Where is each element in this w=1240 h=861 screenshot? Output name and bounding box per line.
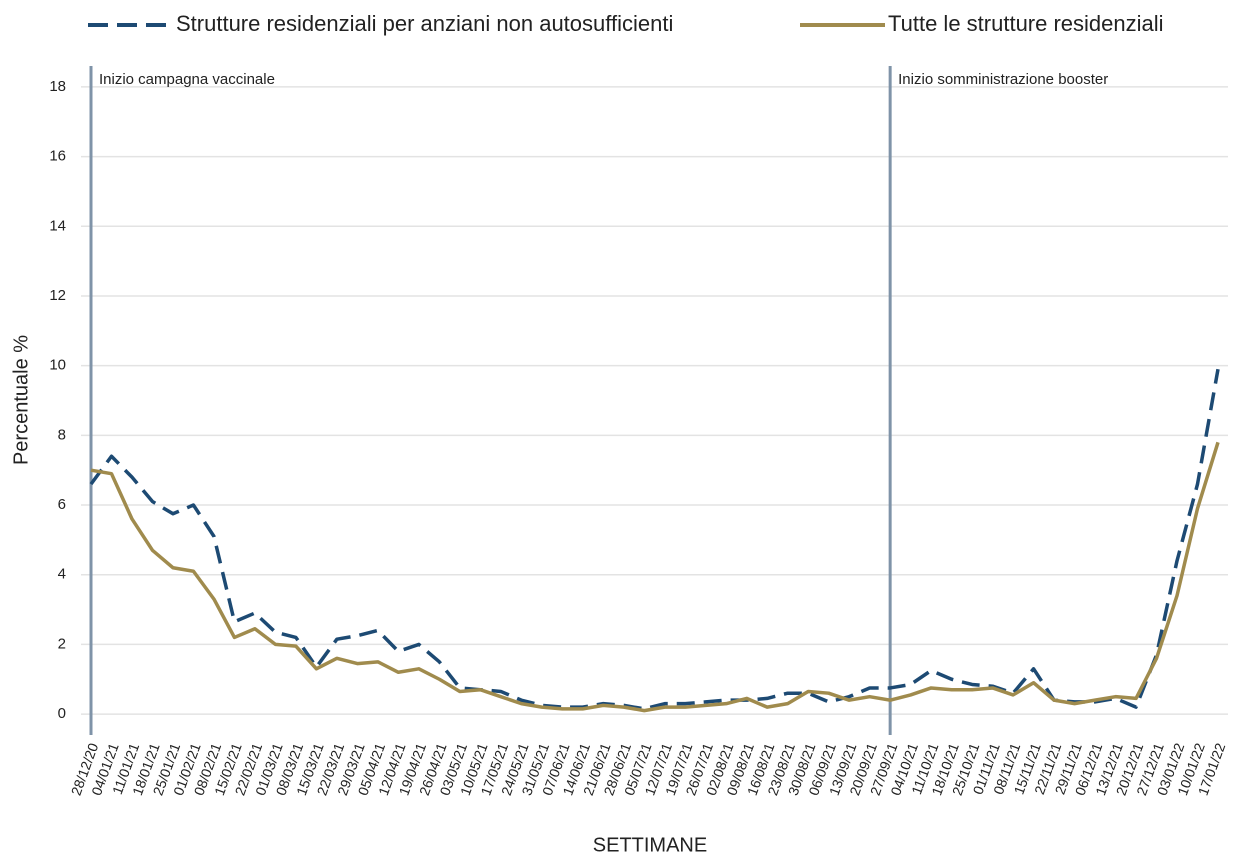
y-tick-label: 4 xyxy=(58,566,66,583)
series-line xyxy=(90,441,1220,713)
legend-label: Tutte le strutture residenziali xyxy=(888,11,1164,36)
y-tick-label: 6 xyxy=(58,496,66,513)
annotation: Inizio somministrazione booster xyxy=(898,71,1108,88)
series-line xyxy=(89,368,1220,711)
y-tick-label: 2 xyxy=(58,635,66,652)
y-tick-label: 8 xyxy=(58,426,66,443)
annotation: Inizio campagna vaccinale xyxy=(99,71,275,88)
y-tick-label: 0 xyxy=(58,705,66,722)
y-tick-label: 10 xyxy=(49,357,66,374)
y-axis-label: Percentuale % xyxy=(10,335,32,465)
y-tick-label: 16 xyxy=(49,148,66,165)
y-tick-label: 18 xyxy=(49,78,66,95)
y-tick-label: 14 xyxy=(49,217,66,234)
legend-label: Strutture residenziali per anziani non a… xyxy=(176,11,673,36)
y-tick-label: 12 xyxy=(49,287,66,304)
x-axis-label: SETTIMANE xyxy=(593,834,707,856)
